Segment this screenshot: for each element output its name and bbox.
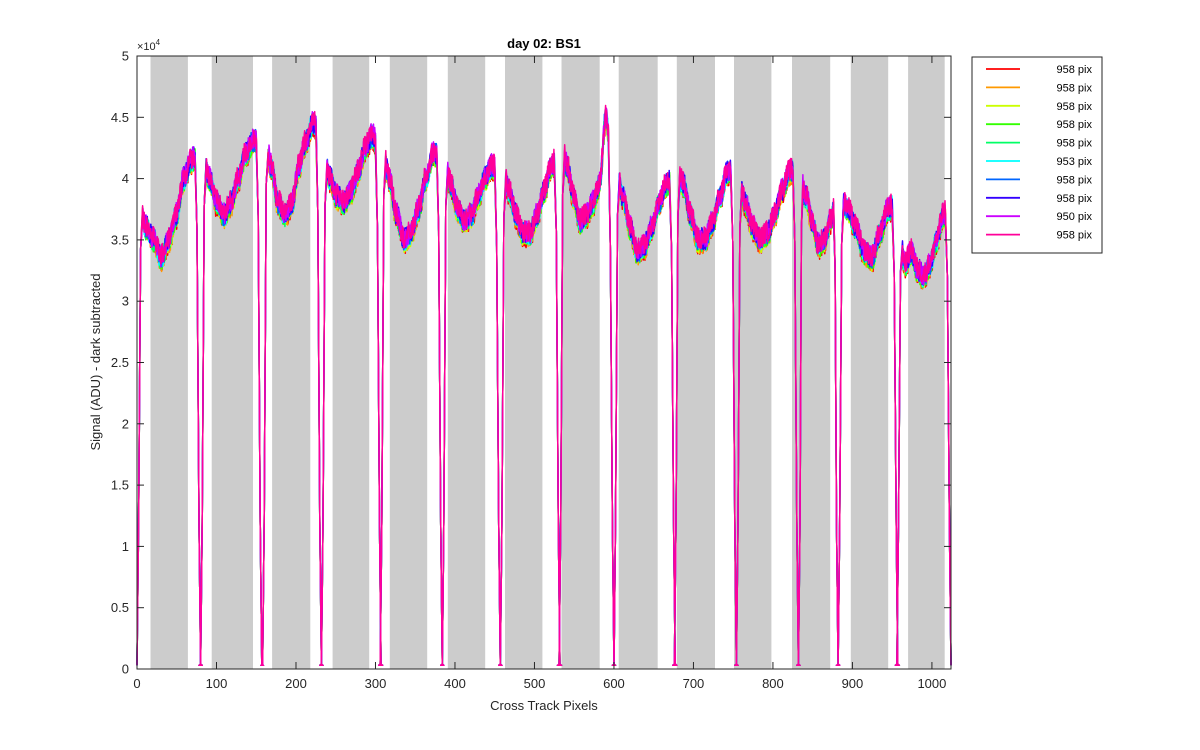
y-tick-label-1: 0.5 [111,600,129,615]
y-tick-label-0: 0 [122,662,129,677]
y-tick-label-6: 3 [122,294,129,309]
legend-entry-4: 958 pix [1057,138,1093,150]
legend: 958 pix 958 pix 958 pix 958 pix 958 pix 953 p… [971,56,1103,254]
y-exponent-base: ×10 [137,41,156,53]
y-tick-label-4: 2 [122,416,129,431]
x-tick-label-8: 800 [762,676,784,691]
y-tick-label-9: 4.5 [111,110,129,125]
x-tick-label-10: 1000 [917,676,946,691]
shaded-region-9 [676,56,715,669]
series-line-9 [136,104,952,667]
shaded-region-5 [447,56,486,669]
chart-title: day 02: BS1 [507,36,581,51]
y-tick-label-2: 1 [122,539,129,554]
y-exponent-power: 4 [156,38,161,47]
legend-entry-2: 958 pix [1057,101,1093,113]
shaded-region-12 [850,56,889,669]
legend-entry-6: 958 pix [1057,174,1093,186]
legend-entry-8: 950 pix [1057,211,1093,223]
legend-entry-1: 958 pix [1057,82,1093,94]
x-tick-label-0: 0 [133,676,140,691]
x-tick-label-1: 100 [206,676,228,691]
y-axis-title: Signal (ADU) - dark subtracted [88,273,103,450]
shaded-region-10 [734,56,772,669]
x-tick-label-2: 200 [285,676,307,691]
legend-entry-7: 958 pix [1057,193,1093,205]
legend-entry-9: 958 pix [1057,230,1093,242]
shaded-region-8 [618,56,658,669]
y-tick-label-3: 1.5 [111,478,129,493]
x-tick-label-6: 600 [603,676,625,691]
shaded-region-11 [792,56,831,669]
shaded-region-6 [505,56,543,669]
y-tick-label-7: 3.5 [111,232,129,247]
shaded-region-4 [389,56,428,669]
legend-entry-3: 958 pix [1057,119,1093,131]
x-tick-label-3: 300 [365,676,387,691]
y-tick-label-8: 4 [122,171,129,186]
y-exponent-label: ×104 [137,38,161,53]
x-tick-label-4: 400 [444,676,466,691]
x-tick-label-5: 500 [524,676,546,691]
x-tick-label-9: 900 [842,676,864,691]
plot-area: 0 100 200 300 400 500 600 700 800 900 1000 0 0.5 1 1.5… [111,49,952,691]
x-tick-label-7: 700 [683,676,705,691]
legend-entry-0: 958 pix [1057,64,1093,76]
y-tick-label-10: 5 [122,49,129,64]
x-axis-title: Cross Track Pixels [490,698,598,713]
shaded-region-0 [150,56,188,669]
legend-entry-5: 953 pix [1057,156,1093,168]
shaded-region-13 [908,56,945,669]
legend-box [971,56,1103,254]
shaded-region-7 [561,56,600,669]
y-tick-label-5: 2.5 [111,355,129,370]
